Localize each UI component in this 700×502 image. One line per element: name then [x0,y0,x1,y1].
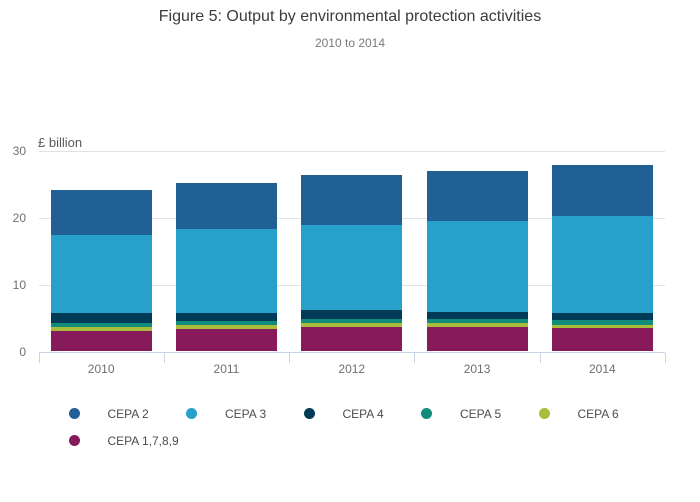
bar-segment-cepa-5-2014[interactable] [551,320,653,325]
legend-item-cepa-3[interactable]: CEPA 3 [186,407,296,421]
bar-segment-cepa-6-2012[interactable] [301,323,403,327]
x-axis-tick [289,352,291,363]
bar-segment-cepa-6-2013[interactable] [426,323,528,328]
legend-label: CEPA 3 [225,407,267,421]
bar-segment-cepa-1-7-8-9-2013[interactable] [426,327,528,352]
bar-segment-cepa-6-2014[interactable] [551,324,653,329]
x-axis-tick [539,352,541,363]
bar-segment-cepa-3-2012[interactable] [301,225,403,311]
bar-segment-cepa-2-2010[interactable] [50,190,152,236]
bar-segment-cepa-4-2012[interactable] [301,310,403,320]
y-axis-unit-label: £ billion [38,135,83,150]
x-axis-label-2010: 2010 [87,362,115,376]
legend-label: CEPA 5 [460,407,502,421]
bar-segment-cepa-4-2010[interactable] [50,313,152,324]
bar-segment-cepa-5-2010[interactable] [50,323,152,328]
y-axis-tick-label-20: 20 [12,211,26,226]
bar-segment-cepa-5-2011[interactable] [175,321,277,326]
x-axis-tick [665,352,666,363]
y-axis-tick-label-10: 10 [12,277,26,292]
legend-label: CEPA 6 [577,407,619,421]
legend-item-cepa-2[interactable]: CEPA 2 [68,407,179,421]
bar-segment-cepa-1-7-8-9-2011[interactable] [175,329,277,352]
legend-marker-icon [186,408,197,419]
legend-item-cepa-4[interactable]: CEPA 4 [303,407,414,421]
gridline-30 [38,151,665,153]
bar-segment-cepa-2-2014[interactable] [551,164,653,217]
chart-subtitle: 2010 to 2014 [314,36,386,50]
bar-segment-cepa-3-2010[interactable] [50,235,152,314]
bar-segment-cepa-3-2014[interactable] [551,216,653,313]
bar-segment-cepa-5-2012[interactable] [301,319,403,324]
x-axis-tick [38,352,40,363]
x-axis-label-2012: 2012 [338,362,366,376]
bar-segment-cepa-2-2012[interactable] [301,174,403,226]
bar-segment-cepa-1-7-8-9-2010[interactable] [50,330,152,352]
legend-marker-icon [68,408,80,419]
legend-item-cepa-6[interactable]: CEPA 6 [538,407,649,421]
bar-segment-cepa-1-7-8-9-2012[interactable] [301,326,403,352]
x-axis-line [38,351,665,353]
legend-label: CEPA 2 [107,407,149,421]
y-axis-tick-label-0: 0 [19,344,26,359]
legend-item-cepa-5[interactable]: CEPA 5 [421,407,531,421]
bar-segment-cepa-6-2011[interactable] [175,325,277,330]
x-axis-label-2013: 2013 [463,362,491,376]
y-axis-tick-label-30: 30 [12,144,26,159]
x-axis-label-2014: 2014 [588,362,616,376]
bar-segment-cepa-2-2013[interactable] [426,170,528,222]
x-axis-label-2011: 2011 [213,362,240,376]
legend-marker-icon [421,408,432,419]
bar-segment-cepa-1-7-8-9-2014[interactable] [551,328,653,352]
legend-label: CEPA 4 [342,407,384,421]
x-axis-tick [163,352,165,363]
legend-marker-icon [538,408,550,419]
x-axis-tick [414,352,416,363]
chart-title: Figure 5: Output by environmental protec… [158,8,542,25]
legend-label: CEPA 1,7,8,9 [107,434,179,448]
bar-segment-cepa-6-2010[interactable] [50,327,152,331]
bar-segment-cepa-3-2013[interactable] [426,221,528,313]
bar-segment-cepa-2-2011[interactable] [175,182,277,230]
legend-item-cepa-1-7-8-9[interactable]: CEPA 1,7,8,9 [68,434,179,448]
legend-marker-icon [303,408,315,419]
bar-segment-cepa-4-2011[interactable] [175,313,277,322]
bar-segment-cepa-3-2011[interactable] [175,229,277,314]
bar-segment-cepa-4-2014[interactable] [551,312,653,321]
bar-segment-cepa-4-2013[interactable] [426,312,528,320]
legend-marker-icon [68,435,80,446]
bar-segment-cepa-5-2013[interactable] [426,319,528,324]
